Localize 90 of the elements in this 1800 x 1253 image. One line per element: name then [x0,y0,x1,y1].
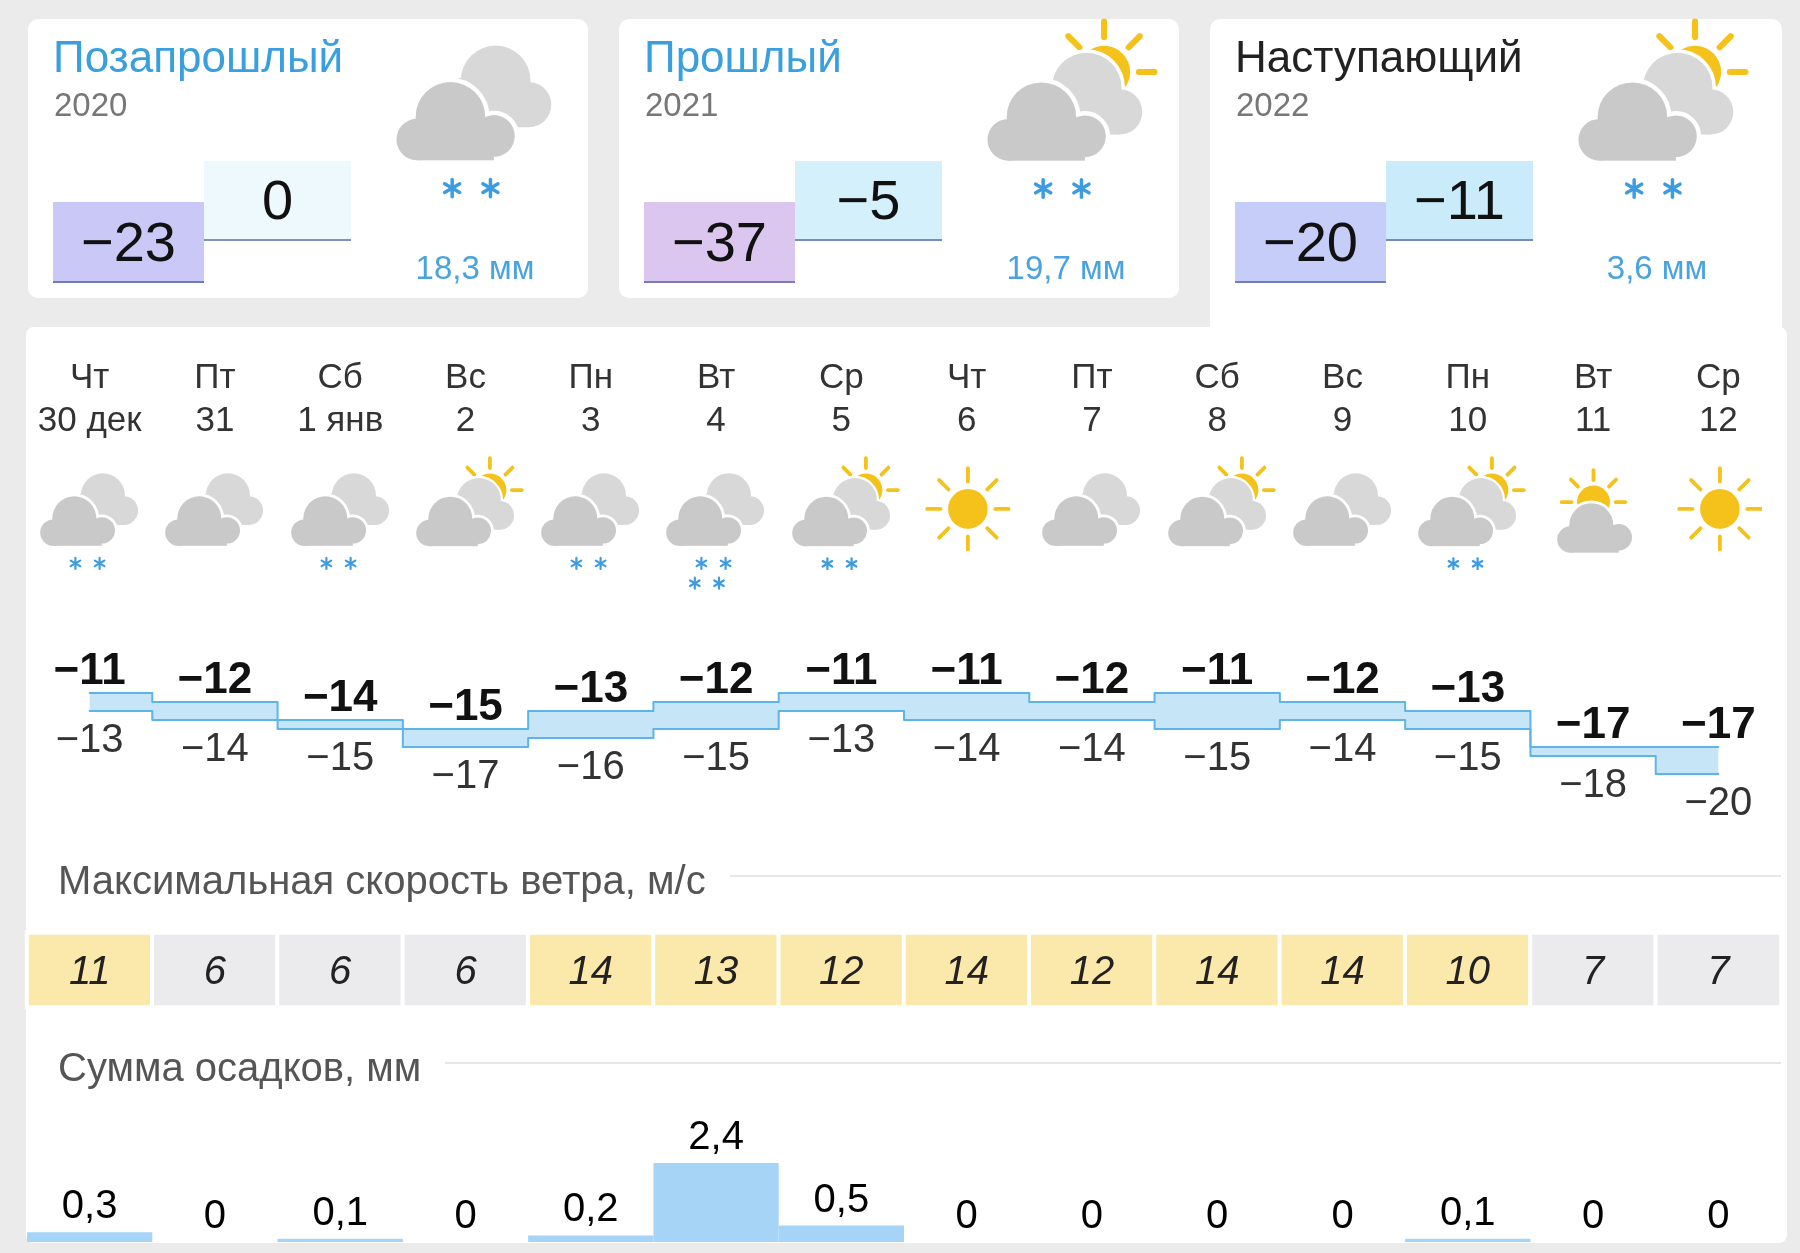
data-label: 6 [454,948,478,992]
data-label: −15 [306,734,375,778]
data-label: 14 [568,948,614,992]
text: 2021 [645,86,719,123]
data-label: 12 [819,948,864,992]
data-label: 0 [1206,1192,1229,1236]
data-label: 0,2 [562,1185,619,1230]
x-tick-label: Вс 9 [1322,356,1363,438]
x-tick-label: Ср 12 [1695,356,1741,438]
text: 0 [260,168,295,231]
data-label: −17 [431,752,500,796]
data-label: 14 [1194,948,1240,992]
data-label: 0,1 [312,1188,369,1233]
data-label: 2,4 [688,1113,744,1157]
text: 19,7 мм [1005,249,1127,286]
x-tick-label: Пн 3 [568,356,614,438]
data-label: −13 [55,716,124,760]
data-label: −15 [1183,734,1252,778]
x-tick-label: Пт 31 [194,356,236,438]
data-label: 0,1 [1439,1188,1496,1233]
x-tick-label: Вт 4 [696,356,736,438]
x-tick-label: Пн 10 [1445,356,1491,438]
data-label: −15 [1433,734,1502,778]
text: −11 [1413,168,1506,231]
data-label: 12 [1069,948,1115,992]
data-label: −17 [1555,697,1631,747]
data-label: −13 [1430,661,1506,711]
data-label: −11 [53,643,126,693]
data-label: −15 [428,679,503,729]
data-label: −12 [678,652,754,702]
x-tick-label: Чт 30 дек [37,356,143,438]
data-label: −14 [181,725,249,769]
x-tick-label: Вт 11 [1573,356,1613,438]
data-label: 7 [1581,948,1606,992]
data-label: −12 [1054,652,1130,702]
data-label: −16 [556,743,625,787]
chart-title: Максимальная скорость ветра, м/с [58,858,706,902]
data-label: −14 [302,670,379,720]
data-label: −12 [1305,652,1380,702]
data-label: −13 [553,661,629,711]
data-label: 0,3 [61,1182,118,1227]
bar [1405,1238,1531,1242]
data-label: 6 [329,948,353,992]
data-label: −17 [1681,697,1756,747]
text: 2020 [54,86,128,123]
chart-title: Сумма осадков, мм [58,1045,422,1089]
data-label: 11 [68,948,111,992]
data-label: −14 [1308,725,1377,769]
data-label: 0 [1080,1192,1104,1236]
text: 18,3 мм [414,249,536,286]
data-label: −14 [932,725,1001,769]
data-label: −12 [177,652,253,702]
data-label: 0 [1331,1192,1354,1236]
x-tick-label: Ср 5 [818,356,864,438]
text: −20 [1262,209,1359,273]
x-tick-label: Чт 6 [946,356,987,438]
x-tick-label: Пт 7 [1071,356,1113,438]
text: Прошлый [644,32,842,81]
data-label: −11 [805,643,878,693]
data-label: 6 [203,948,227,992]
x-tick-label: Сб 8 [1194,356,1240,438]
data-label: 0 [955,1192,978,1236]
data-label: 14 [1320,948,1365,992]
text: Позапрошлый [53,32,344,81]
data-label: 0 [1581,1192,1605,1236]
data-label: 13 [693,948,739,992]
data-label: −20 [1684,779,1753,823]
text: 3,6 мм [1605,249,1709,286]
x-tick-label: Сб 1 янв [297,356,384,438]
data-label: 7 [1707,948,1732,992]
bar [277,1238,403,1242]
data-label: −11 [1181,643,1254,693]
data-label: −13 [807,716,876,760]
data-label: 0 [454,1192,477,1236]
text: Наступающий [1235,32,1523,81]
text: −23 [80,209,177,273]
bar [27,1232,153,1242]
data-label: 10 [1445,948,1491,992]
data-label: −11 [930,643,1003,693]
data-label: −18 [1559,761,1627,805]
data-label: 0 [203,1192,227,1236]
data-label: 0,5 [813,1175,870,1220]
text: −5 [835,168,902,231]
text: 2022 [1236,86,1310,123]
x-tick-label: Вс 2 [445,356,486,438]
text: −37 [671,209,768,273]
data-label: 0 [1707,1192,1730,1236]
data-label: −14 [1058,725,1126,769]
data-label: 14 [944,948,989,992]
data-label: −15 [682,734,750,778]
